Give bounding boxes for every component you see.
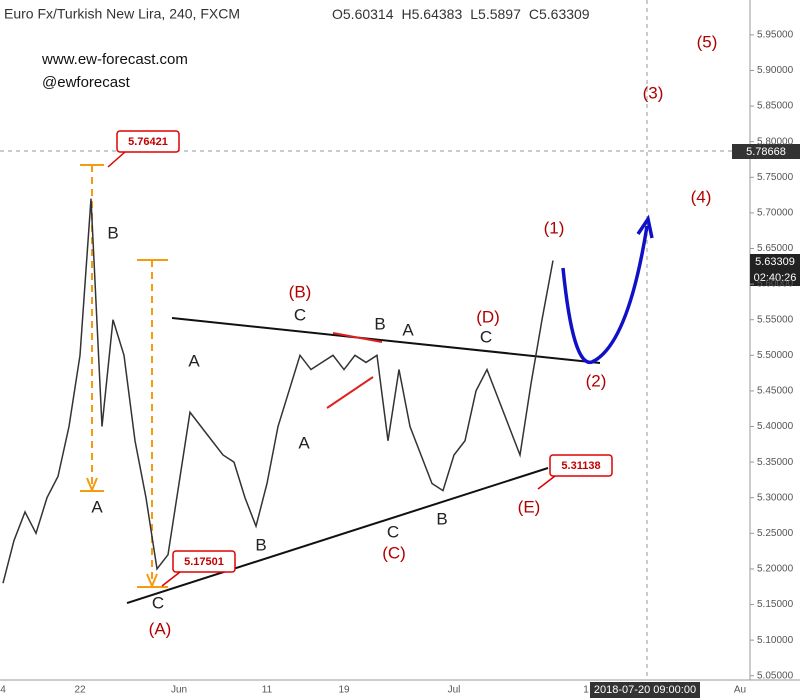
handle: @ewforecast xyxy=(42,74,131,91)
y-tick-label: 5.50000 xyxy=(757,350,794,361)
wave-label: A xyxy=(188,351,200,370)
website: www.ew-forecast.com xyxy=(41,51,188,68)
y-tick-label: 5.70000 xyxy=(757,208,794,219)
ohlc-value: 5.64383 xyxy=(412,6,463,22)
callout: 5.76421 xyxy=(107,130,180,168)
projection xyxy=(561,225,649,364)
y-tick-label: 5.95000 xyxy=(757,30,794,41)
ohlc-label: C xyxy=(529,6,539,22)
x-tick-label: 22 xyxy=(74,685,86,696)
wave-label: (5) xyxy=(697,32,718,51)
y-tick-label: 5.35000 xyxy=(757,457,794,468)
crosshair-time: 2018-07-20 09:00:00 xyxy=(594,684,696,696)
y-tick-label: 5.60000 xyxy=(757,279,794,290)
wave-label: (4) xyxy=(691,187,712,206)
last-price-tag xyxy=(750,254,800,286)
x-tick-label: Jun xyxy=(171,685,187,696)
y-tick-label: 5.20000 xyxy=(757,564,794,575)
wave-label: C xyxy=(152,593,164,612)
wave-label: (D) xyxy=(476,307,500,326)
callout-label: 5.17501 xyxy=(184,556,224,568)
y-tick-label: 5.55000 xyxy=(757,314,794,325)
wave-label: (E) xyxy=(518,497,541,516)
wave-label: B xyxy=(255,535,266,554)
x-tick-label: 19 xyxy=(338,685,350,696)
y-tick-label: 5.45000 xyxy=(757,386,794,397)
y-tick-label: 5.85000 xyxy=(757,101,794,112)
callout-label: 5.76421 xyxy=(128,136,168,148)
wave-label: B xyxy=(107,223,118,242)
wave-label: B xyxy=(436,509,447,528)
wedge-line xyxy=(326,376,374,409)
callout: 5.31138 xyxy=(537,454,613,490)
crosshair-price-tag xyxy=(732,144,800,159)
ohlc-label: L xyxy=(470,6,478,22)
ohlc: O5.60314 H5.64383 L5.5897 C5.63309 xyxy=(332,6,590,22)
symbol-title: Euro Fx/Turkish New Lira, 240, FXCM xyxy=(4,6,240,22)
wedge-line xyxy=(332,332,383,343)
wave-label: (C) xyxy=(382,543,406,562)
trendline xyxy=(126,467,549,604)
y-tick-label: 5.40000 xyxy=(757,421,794,432)
wave-label: A xyxy=(402,320,414,339)
countdown: 02:40:26 xyxy=(754,272,797,284)
wave-label: (B) xyxy=(289,282,312,301)
ohlc-value: 5.63309 xyxy=(539,6,590,22)
ohlc-label: O xyxy=(332,6,343,22)
crosshair-price: 5.78668 xyxy=(746,146,786,158)
y-tick-label: 5.10000 xyxy=(757,635,794,646)
wave-label: A xyxy=(298,433,310,452)
y-tick-label: 5.75000 xyxy=(757,172,794,183)
price-line xyxy=(2,198,554,584)
crosshair-time-tag xyxy=(590,682,700,698)
trendline xyxy=(171,317,601,364)
ohlc-item: O5.60314 xyxy=(332,6,394,22)
ohlc-label: H xyxy=(402,6,412,22)
wave-label: C xyxy=(480,327,492,346)
y-tick-label: 5.25000 xyxy=(757,528,794,539)
wave-label: C xyxy=(294,305,306,324)
wave-label: (1) xyxy=(544,218,565,237)
wave-label: (3) xyxy=(643,83,664,102)
y-tick-label: 5.90000 xyxy=(757,65,794,76)
wave-label: C xyxy=(387,522,399,541)
x-tick-label: 4 xyxy=(0,685,6,696)
ohlc-item: C5.63309 xyxy=(529,6,590,22)
last-price: 5.63309 xyxy=(755,256,795,268)
wave-label: B xyxy=(374,314,385,333)
y-tick-label: 5.65000 xyxy=(757,243,794,254)
wave-label: (A) xyxy=(149,619,172,638)
y-tick-label: 5.30000 xyxy=(757,492,794,503)
x-tick-label: Jul xyxy=(448,685,461,696)
wave-label: (2) xyxy=(586,371,607,390)
y-tick-label: 5.80000 xyxy=(757,136,794,147)
ohlc-value: 5.60314 xyxy=(343,6,394,22)
y-tick-label: 5.15000 xyxy=(757,599,794,610)
x-tick-label: Au xyxy=(734,685,746,696)
callout: 5.17501 xyxy=(161,550,236,587)
wave-label: A xyxy=(91,497,103,516)
y-tick-label: 5.05000 xyxy=(757,670,794,681)
ohlc-item: L5.5897 xyxy=(470,6,521,22)
projection-arrow xyxy=(636,214,654,239)
x-tick-label: 1 xyxy=(583,685,589,696)
ohlc-value: 5.5897 xyxy=(478,6,521,22)
x-tick-label: 11 xyxy=(262,685,273,696)
callout-label: 5.31138 xyxy=(561,460,600,472)
ohlc-item: H5.64383 xyxy=(402,6,463,22)
